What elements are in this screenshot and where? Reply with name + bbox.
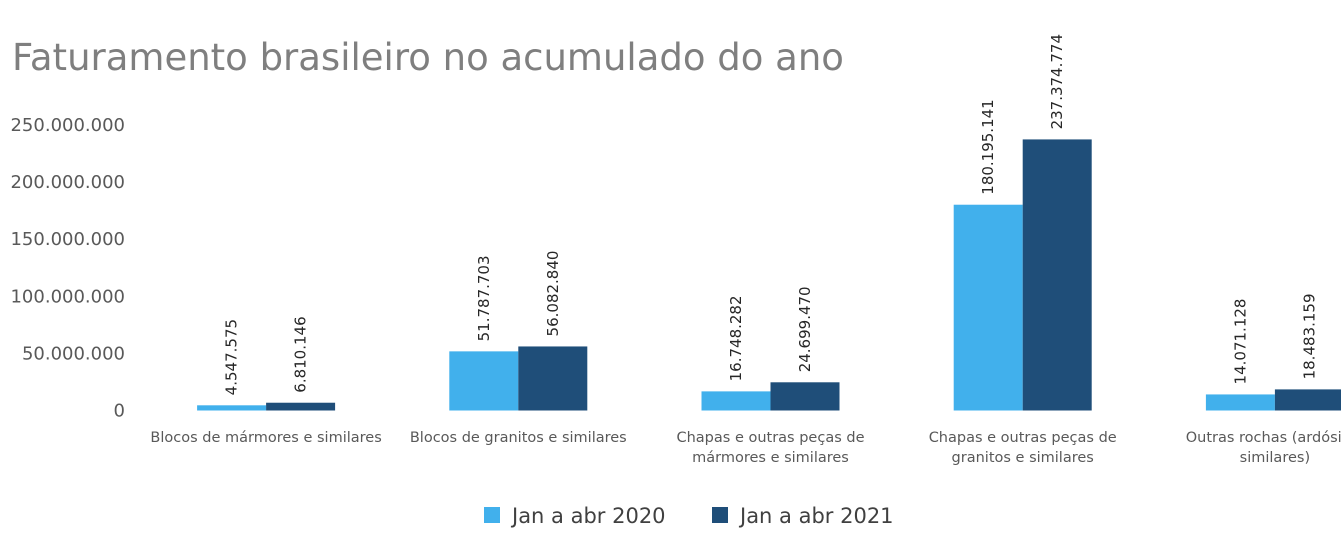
data-label: 51.787.703 xyxy=(475,255,493,341)
legend-label: Jan a abr 2020 xyxy=(510,504,666,528)
y-axis: 0 50.000.000 100.000.000 150.000.000 200.000… xyxy=(10,115,125,422)
bar xyxy=(449,351,519,411)
bar xyxy=(1205,394,1275,411)
bar xyxy=(953,204,1023,411)
bar xyxy=(266,402,336,411)
bar xyxy=(1022,139,1092,411)
data-label: 18.483.159 xyxy=(1300,294,1318,380)
chart-title: Faturamento brasileiro no acumulado do a… xyxy=(12,36,844,79)
data-label: 180.195.141 xyxy=(979,99,997,194)
data-label: 237.374.774 xyxy=(1048,34,1066,129)
bar xyxy=(518,346,588,411)
bars xyxy=(197,139,1341,411)
data-label: 16.748.282 xyxy=(727,295,745,381)
legend-swatch xyxy=(712,507,728,523)
bar xyxy=(701,391,771,411)
x-tick-label: Chapas e outras peças de granitos e simil… xyxy=(929,430,1117,466)
data-label: 4.547.575 xyxy=(223,319,241,395)
data-label: 14.071.128 xyxy=(1231,299,1249,385)
y-tick-label: 100.000.000 xyxy=(10,286,125,307)
data-label: 6.810.146 xyxy=(292,316,310,392)
x-tick-label: Blocos de granitos e similares xyxy=(410,430,627,446)
y-tick-label: 50.000.000 xyxy=(22,343,125,364)
x-axis: Blocos de mármores e similares Blocos de … xyxy=(150,430,1341,466)
y-tick-label: 200.000.000 xyxy=(10,172,125,193)
y-tick-label: 150.000.000 xyxy=(10,229,125,250)
legend-label: Jan a abr 2021 xyxy=(738,504,894,528)
bar xyxy=(770,382,840,411)
data-labels: 4.547.575 6.810.146 51.787.703 56.082.840 16… xyxy=(223,34,1319,395)
x-tick-label: Blocos de mármores e similares xyxy=(150,430,381,446)
data-label: 56.082.840 xyxy=(544,251,562,337)
legend-swatch xyxy=(484,507,500,523)
y-tick-label: 250.000.000 xyxy=(10,115,125,136)
bar xyxy=(197,405,267,411)
x-tick-label: Chapas e outras peças de mármores e simil… xyxy=(676,430,864,466)
data-label: 24.699.470 xyxy=(796,286,814,372)
bar xyxy=(1274,389,1341,411)
legend: Jan a abr 2020 Jan a abr 2021 xyxy=(484,504,894,528)
y-tick-label: 0 xyxy=(114,401,125,422)
